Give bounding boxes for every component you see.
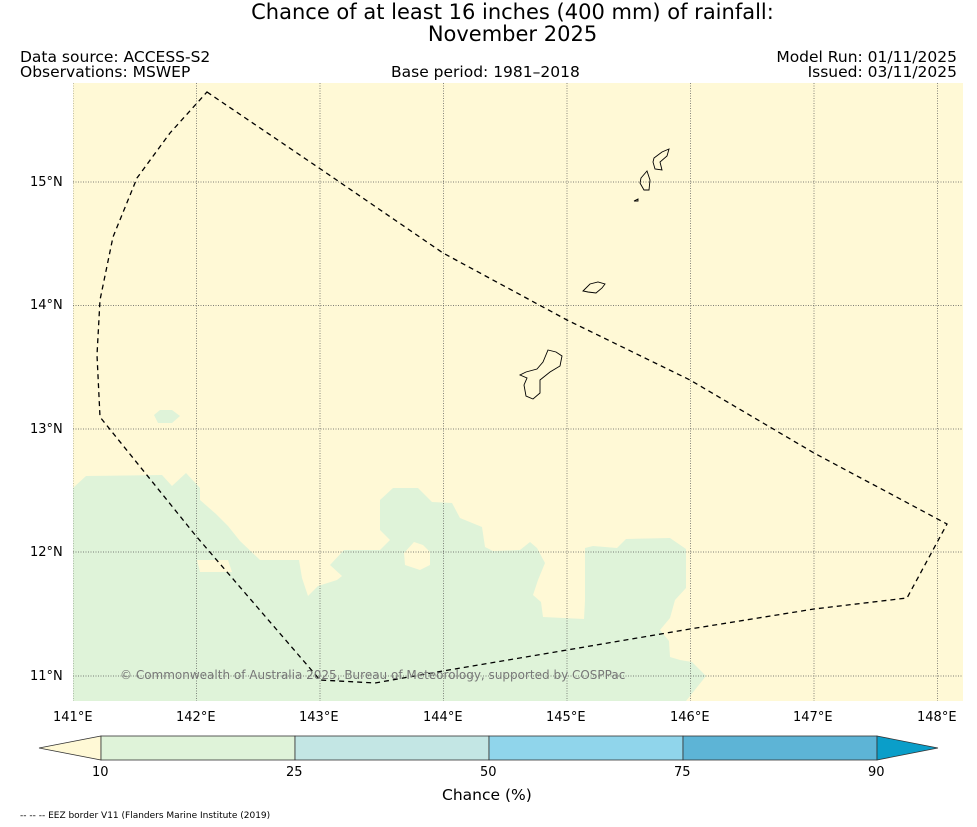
map-title-line2: November 2025 — [427, 22, 598, 46]
island-guam — [518, 349, 563, 400]
lat-tick-13n: 13°N — [30, 422, 63, 437]
observations-text: Observations: MSWEP — [20, 63, 191, 81]
colorbar-below-10 — [38, 735, 102, 761]
lon-tick-141e: 141°E — [53, 710, 93, 725]
island-rota — [582, 281, 606, 294]
lon-tick-146e: 146°E — [670, 710, 710, 725]
island-tinian — [639, 170, 651, 191]
colorbar-25-50 — [294, 735, 490, 761]
colorbar-50-75 — [488, 735, 684, 761]
colorbar-10-25 — [100, 735, 296, 761]
region-10-25-percent — [73, 473, 706, 701]
eez-border — [96, 91, 948, 684]
copyright-text: © Commonwealth of Australia 2025, Bureau… — [120, 668, 625, 682]
colorbar-label: Chance (%) — [442, 786, 532, 804]
lon-tick-147e: 147°E — [793, 710, 833, 725]
lon-tick-148e: 148°E — [917, 710, 957, 725]
region-10-25-hole — [404, 542, 430, 570]
map-title-line1: Chance of at least 16 inches (400 mm) of… — [251, 0, 774, 24]
issued-text: Issued: 03/11/2025 — [807, 63, 957, 81]
lat-tick-12n: 12°N — [30, 545, 63, 560]
base-period-text: Base period: 1981–2018 — [391, 63, 580, 81]
model-run-text: Model Run: 01/11/2025 — [776, 48, 957, 66]
lon-tick-142e: 142°E — [176, 710, 216, 725]
colorbar-above-90 — [876, 735, 939, 761]
lat-tick-14n: 14°N — [30, 298, 63, 313]
colorbar-75-90 — [682, 735, 878, 761]
lat-tick-15n: 15°N — [30, 175, 63, 190]
gridlines — [73, 83, 963, 701]
colorbar-tick-25: 25 — [286, 765, 303, 780]
lon-tick-144e: 144°E — [423, 710, 463, 725]
island-aguijan — [633, 198, 639, 202]
island-saipan — [652, 148, 670, 171]
lat-tick-11n: 11°N — [30, 669, 63, 684]
colorbar-tick-10: 10 — [92, 765, 109, 780]
colorbar-tick-50: 50 — [480, 765, 497, 780]
data-source-text: Data source: ACCESS-S2 — [20, 48, 211, 66]
lon-tick-145e: 145°E — [546, 710, 586, 725]
region-below-10-notch — [197, 560, 232, 572]
colorbar — [38, 735, 939, 761]
eez-footnote: -- -- -- EEZ border V11 (Flanders Marine… — [20, 811, 271, 821]
island-outlines — [518, 148, 670, 400]
colorbar-tick-75: 75 — [674, 765, 691, 780]
region-10-25-islet — [154, 410, 180, 423]
colorbar-tick-90: 90 — [868, 765, 885, 780]
lon-tick-143e: 143°E — [299, 710, 339, 725]
